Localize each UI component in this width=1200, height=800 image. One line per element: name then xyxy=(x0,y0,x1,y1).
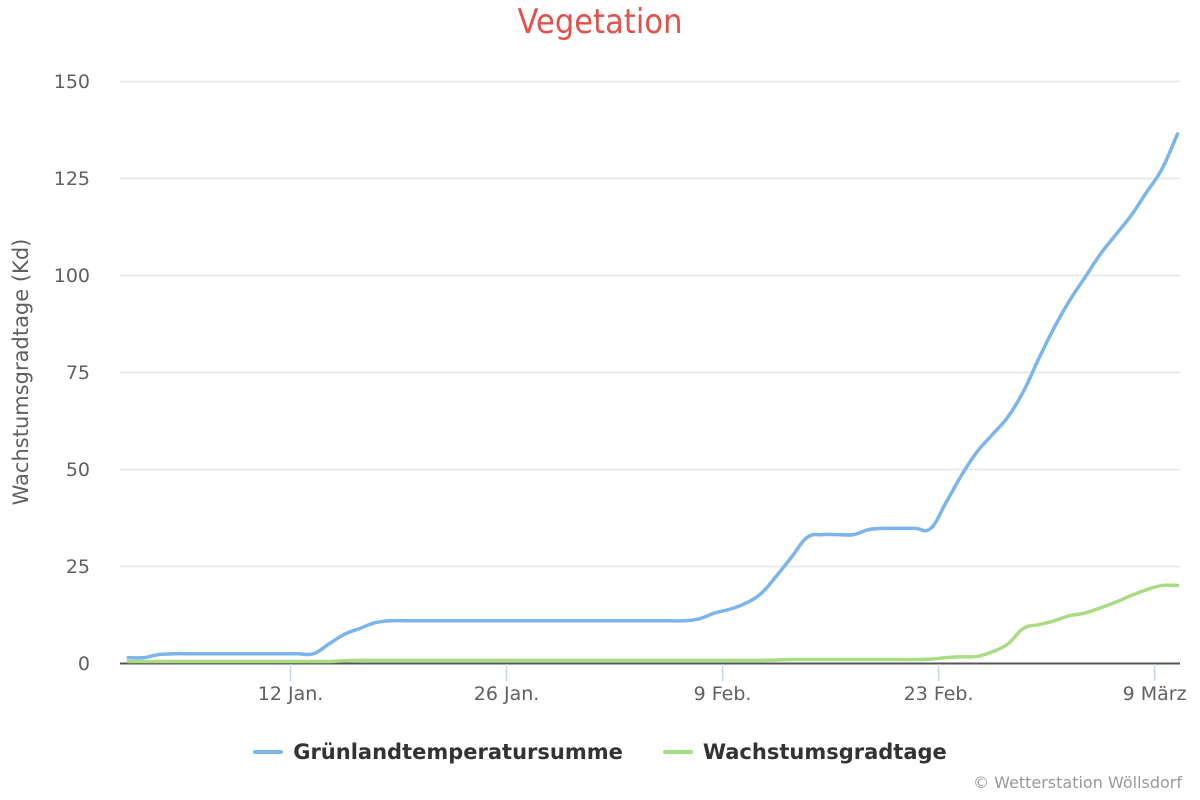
x-axis-ticks: 12 Jan. 26 Jan. 9 Feb. 23 Feb. 9 März xyxy=(258,664,1187,705)
y-tick-label: 25 xyxy=(66,556,90,578)
grid-lines xyxy=(120,80,1180,568)
x-tick-label: 12 Jan. xyxy=(258,683,324,705)
x-tick-label: 23 Feb. xyxy=(904,683,974,705)
x-tick-label: 26 Jan. xyxy=(474,683,540,705)
y-axis-tick-labels: 0 25 50 75 100 125 150 xyxy=(54,71,90,675)
y-tick-label: 50 xyxy=(66,459,90,481)
series-line-gruenlandtemperatursumme[interactable] xyxy=(126,132,1180,660)
y-tick-label: 75 xyxy=(66,362,90,384)
legend-line-icon xyxy=(253,750,284,754)
chart-title: Vegetation xyxy=(517,2,683,42)
y-tick-label: 0 xyxy=(78,653,90,675)
series-line-wachstumsgradtage[interactable] xyxy=(126,583,1180,664)
y-tick-label: 150 xyxy=(54,71,90,93)
y-tick-label: 100 xyxy=(54,265,90,287)
x-tick-label: 9 März xyxy=(1123,683,1187,705)
legend-label: Grünlandtemperatursumme xyxy=(293,740,623,764)
legend-item-gruenlandtemperatursumme[interactable]: Grünlandtemperatursumme xyxy=(253,740,623,764)
y-axis-label: Wachstumsgradtage (Kd) xyxy=(9,239,33,506)
x-tick-label: 9 Feb. xyxy=(694,683,752,705)
legend-line-icon xyxy=(662,750,693,754)
legend: Grünlandtemperatursumme Wachstumsgradtag… xyxy=(0,740,1200,764)
legend-item-wachstumsgradtage[interactable]: Wachstumsgradtage xyxy=(662,740,947,764)
legend-label: Wachstumsgradtage xyxy=(702,740,947,764)
y-tick-label: 125 xyxy=(54,168,90,190)
credits-link[interactable]: © Wetterstation Wöllsdorf xyxy=(973,773,1182,792)
